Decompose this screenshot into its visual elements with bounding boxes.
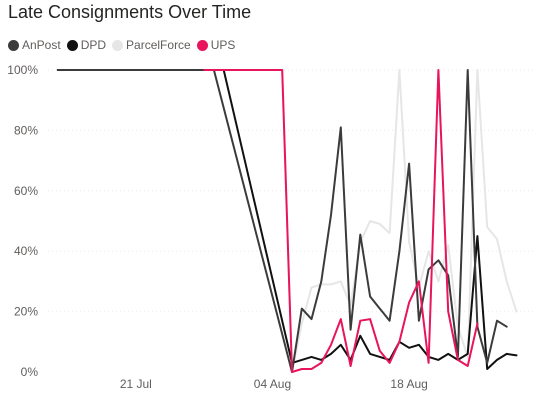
chart-title: Late Consignments Over Time [8, 2, 252, 22]
legend-marker-ups [196, 39, 208, 51]
legend-marker-dpd [66, 39, 78, 51]
y-tick-label: 0% [21, 365, 39, 379]
y-tick-label: 80% [14, 123, 38, 137]
series-line-parcelforce [56, 69, 518, 373]
legend-item-dpd[interactable]: DPD [66, 38, 107, 52]
y-gridlines [48, 69, 536, 313]
legend-item-parcelforce[interactable]: ParcelForce [112, 38, 191, 52]
y-tick-label: 40% [14, 244, 38, 258]
x-tick-label: 21 Jul [120, 377, 152, 391]
chart-legend: AnPost DPD ParcelForce UPS [8, 36, 241, 54]
legend-label-anpost: AnPost [22, 38, 61, 52]
legend-item-ups[interactable]: UPS [196, 38, 236, 52]
legend-label-parcelforce: ParcelForce [126, 38, 191, 52]
x-axis: 21 Jul 04 Aug 18 Aug [120, 377, 428, 391]
legend-label-dpd: DPD [80, 38, 107, 52]
y-axis: 0% 20% 40% 60% 80% 100% [7, 63, 38, 379]
x-tick-label: 04 Aug [254, 377, 291, 391]
series-line-anpost [56, 69, 508, 373]
legend-marker-parcelforce [112, 39, 124, 51]
y-tick-label: 60% [14, 184, 38, 198]
x-tick-label: 18 Aug [390, 377, 427, 391]
y-tick-label: 100% [7, 63, 38, 77]
legend-label-ups: UPS [210, 38, 236, 52]
legend-item-anpost[interactable]: AnPost [8, 38, 61, 52]
series-line-ups [203, 69, 479, 373]
legend-marker-anpost [8, 39, 19, 51]
y-tick-label: 20% [14, 305, 38, 319]
